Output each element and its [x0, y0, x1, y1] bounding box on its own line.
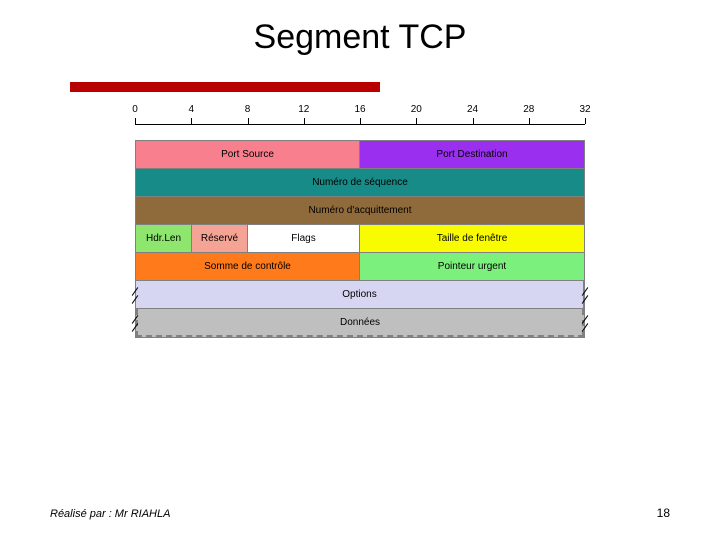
variable-length-break-icon	[130, 286, 140, 304]
bit-ruler: 048121620242832	[135, 118, 585, 140]
field-cell: Port Source	[136, 141, 360, 169]
footer-page-number: 18	[657, 506, 670, 520]
field-cell: Pointeur urgent	[360, 253, 584, 281]
field-cell: Somme de contrôle	[136, 253, 360, 281]
segment-row: Port SourcePort Destination	[136, 141, 584, 169]
ruler-tick-label: 20	[411, 104, 422, 115]
segment-row: Hdr.LenRéservéFlagsTaille de fenêtre	[136, 225, 584, 253]
segment-rows: Port SourcePort DestinationNuméro de séq…	[135, 140, 585, 338]
field-cell: Numéro d'acquittement	[136, 197, 584, 225]
field-cell: Port Destination	[360, 141, 584, 169]
variable-length-break-icon	[130, 314, 140, 332]
field-cell: Numéro de séquence	[136, 169, 584, 197]
field-cell: Données	[136, 309, 584, 337]
ruler-tick-label: 32	[579, 104, 590, 115]
field-cell: Taille de fenêtre	[360, 225, 584, 253]
field-cell: Options	[136, 281, 584, 309]
ruler-tick-label: 12	[298, 104, 309, 115]
segment-row: Numéro de séquence	[136, 169, 584, 197]
ruler-tick-label: 16	[354, 104, 365, 115]
ruler-tick-label: 28	[523, 104, 534, 115]
field-cell: Réservé	[192, 225, 248, 253]
footer-author: Réalisé par : Mr RIAHLA	[50, 508, 170, 520]
segment-row: Somme de contrôlePointeur urgent	[136, 253, 584, 281]
ruler-tick-label: 24	[467, 104, 478, 115]
field-cell: Hdr.Len	[136, 225, 192, 253]
ruler-tick-label: 8	[245, 104, 251, 115]
ruler-tick-label: 0	[132, 104, 138, 115]
segment-row: Données	[136, 309, 584, 337]
ruler-tick-label: 4	[188, 104, 194, 115]
variable-length-break-icon	[580, 314, 590, 332]
segment-row: Options	[136, 281, 584, 309]
accent-bar	[70, 82, 380, 92]
field-cell: Flags	[248, 225, 360, 253]
slide-title: Segment TCP	[0, 18, 720, 57]
tcp-segment-diagram: 048121620242832 Port SourcePort Destinat…	[135, 118, 585, 338]
variable-length-break-icon	[580, 286, 590, 304]
segment-row: Numéro d'acquittement	[136, 197, 584, 225]
